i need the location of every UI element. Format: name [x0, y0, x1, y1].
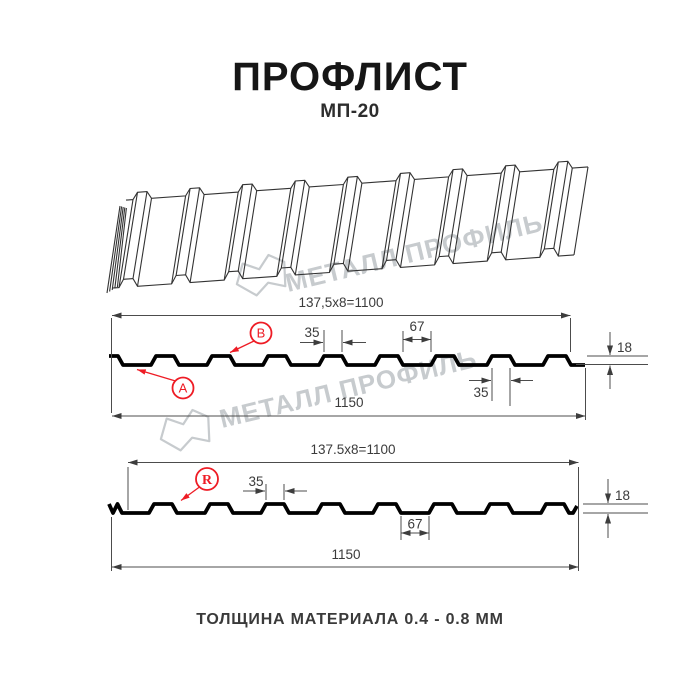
brand-watermark-2: МЕТАЛЛ ПРОФИЛЬ — [159, 343, 480, 452]
dim-height-reverse: 18 — [583, 479, 648, 538]
point-label-r: R — [180, 467, 219, 502]
point-label-b: B — [229, 321, 273, 354]
svg-text:18: 18 — [617, 340, 632, 355]
reverse-profile-outline — [107, 502, 579, 515]
dim-covering-width-front: 137,5x8=1100 — [111, 295, 571, 413]
svg-text:67: 67 — [407, 517, 422, 532]
footer-note: ТОЛЩИНА МАТЕРИАЛА 0.4 - 0.8 ММ — [196, 611, 504, 628]
point-label-a: A — [136, 368, 195, 400]
dim-height-front: 18 — [576, 332, 648, 389]
svg-text:R: R — [202, 473, 213, 488]
front-profile-section: 137,5x8=1100 35 67 — [109, 295, 648, 420]
dim-rib-top-width-reverse: 35 — [243, 474, 307, 500]
dim-rib-top-width-front: 35 — [300, 325, 366, 352]
dim-valley-width-front: 67 — [402, 319, 432, 352]
page-subtitle: МП-20 — [320, 101, 380, 122]
svg-text:18: 18 — [615, 488, 630, 503]
dim-covering-width-reverse: 137.5x8=1100 — [127, 442, 579, 571]
svg-text:1150: 1150 — [334, 395, 363, 410]
svg-text:35: 35 — [248, 474, 263, 489]
front-profile-outline — [109, 354, 585, 367]
svg-text:137,5x8=1100: 137,5x8=1100 — [299, 295, 384, 310]
dim-overall-width-reverse: 1150 — [111, 517, 579, 571]
sheet-3d-drawing — [106, 160, 589, 294]
page-title: ПРОФЛИСТ — [232, 55, 468, 99]
dim-overall-width-front: 1150 — [112, 368, 586, 420]
dim-valley-width-reverse: 67 — [400, 516, 430, 540]
svg-text:35: 35 — [304, 325, 319, 340]
reverse-profile-section: 137.5x8=1100 35 67 — [107, 442, 648, 571]
svg-text:A: A — [179, 381, 188, 396]
svg-text:137.5x8=1100: 137.5x8=1100 — [311, 442, 396, 457]
brand-logo-icon — [159, 408, 211, 452]
svg-text:67: 67 — [409, 319, 424, 334]
svg-text:35: 35 — [473, 385, 488, 400]
svg-text:B: B — [257, 326, 266, 341]
svg-text:1150: 1150 — [331, 547, 360, 562]
brand-logo-icon — [235, 253, 287, 297]
dim-rib-width-bottom-front: 35 — [469, 368, 533, 406]
